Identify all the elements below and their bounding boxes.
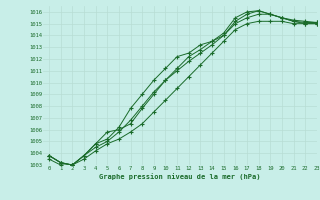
X-axis label: Graphe pression niveau de la mer (hPa): Graphe pression niveau de la mer (hPa): [99, 173, 261, 180]
